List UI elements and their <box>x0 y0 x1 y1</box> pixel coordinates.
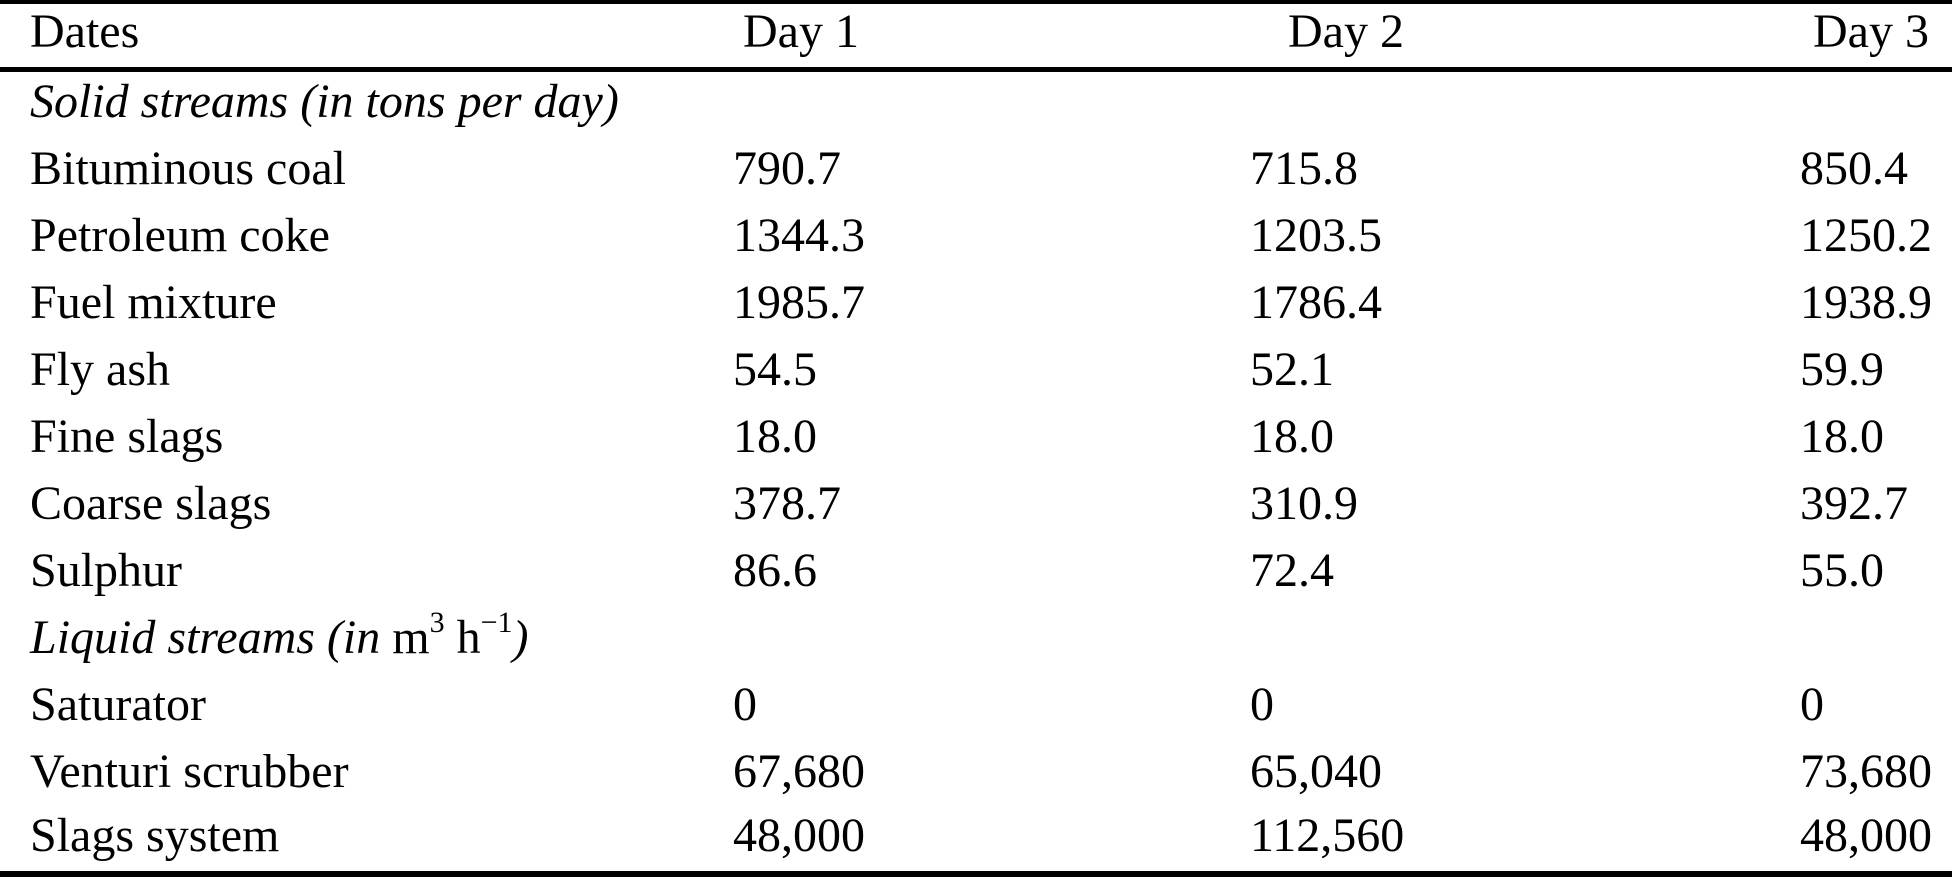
unit-m: m <box>392 610 430 664</box>
solid-streams-section-title: Solid streams (in tons per day) <box>30 74 619 128</box>
row-label: Sulphur <box>30 543 183 597</box>
row-label: Venturi scrubber <box>30 744 349 798</box>
header-day2: Day 2 <box>1250 2 1800 72</box>
value-day3: 48,000 <box>1800 808 1932 862</box>
value-day1: 1344.3 <box>733 208 865 262</box>
fly-ash-row: Fly ash 54.5 52.1 59.9 <box>0 338 1952 405</box>
value-day2: 18.0 <box>1250 409 1334 463</box>
petroleum-coke-row: Petroleum coke 1344.3 1203.5 1250.2 <box>0 204 1952 271</box>
value-day2: 310.9 <box>1250 476 1358 530</box>
row-label: Fine slags <box>30 409 224 463</box>
unit-m-exponent: 3 <box>429 605 445 639</box>
section-label-solid-streams: Solid streams (in tons per day) <box>0 70 1952 137</box>
value-day2: 0 <box>1250 677 1274 731</box>
row-label: Bituminous coal <box>30 141 346 195</box>
value-day2: 65,040 <box>1250 744 1382 798</box>
fuel-mixture-row: Fuel mixture 1985.7 1786.4 1938.9 <box>0 271 1952 338</box>
value-day1: 67,680 <box>733 744 865 798</box>
fine-slags-row: Fine slags 18.0 18.0 18.0 <box>0 405 1952 472</box>
value-day3: 0 <box>1800 677 1824 731</box>
table-header-row: Dates Day 1 Day 2 Day 3 <box>0 2 1952 72</box>
section-row-liquid-streams: Liquid streams (in m3 h−1) <box>0 606 1952 673</box>
saturator-row: Saturator 0 0 0 <box>0 673 1952 740</box>
value-day2: 112,560 <box>1250 808 1405 862</box>
row-label: Fuel mixture <box>30 275 277 329</box>
value-day1: 54.5 <box>733 342 817 396</box>
value-day1: 86.6 <box>733 543 817 597</box>
row-label: Slags system <box>30 808 280 862</box>
venturi-scrubber-row: Venturi scrubber 67,680 65,040 73,680 <box>0 740 1952 807</box>
value-day3: 73,680 <box>1800 744 1932 798</box>
value-day3: 392.7 <box>1800 476 1908 530</box>
value-day2: 1786.4 <box>1250 275 1382 329</box>
value-day1: 48,000 <box>733 808 865 862</box>
value-day1: 378.7 <box>733 476 841 530</box>
value-day3: 55.0 <box>1800 543 1884 597</box>
liquid-streams-section-suffix: ) <box>512 610 529 664</box>
value-day2: 1203.5 <box>1250 208 1382 262</box>
value-day1: 790.7 <box>733 141 841 195</box>
value-day1: 1985.7 <box>733 275 865 329</box>
unit-h-exponent: −1 <box>480 605 513 639</box>
header-day1: Day 1 <box>733 2 1250 72</box>
row-label: Fly ash <box>30 342 171 396</box>
value-day3: 1938.9 <box>1800 275 1932 329</box>
value-day3: 18.0 <box>1800 409 1884 463</box>
row-label: Saturator <box>30 677 206 731</box>
value-day2: 715.8 <box>1250 141 1358 195</box>
value-day1: 0 <box>733 677 757 731</box>
header-day3: Day 3 <box>1800 2 1952 72</box>
header-dates: Dates <box>0 2 733 72</box>
section-row-solid-streams: Solid streams (in tons per day) <box>0 70 1952 137</box>
value-day3: 850.4 <box>1800 141 1908 195</box>
slags-system-row: Slags system 48,000 112,560 48,000 <box>0 807 1952 874</box>
row-label: Coarse slags <box>30 476 272 530</box>
value-day1: 18.0 <box>733 409 817 463</box>
value-day3: 1250.2 <box>1800 208 1932 262</box>
section-label-liquid-streams: Liquid streams (in m3 h−1) <box>0 606 1952 673</box>
value-day2: 72.4 <box>1250 543 1334 597</box>
unit-h: h <box>444 610 481 664</box>
coarse-slags-row: Coarse slags 378.7 310.9 392.7 <box>0 472 1952 539</box>
sulphur-row: Sulphur 86.6 72.4 55.0 <box>0 539 1952 606</box>
bituminous-coal-row: Bituminous coal 790.7 715.8 850.4 <box>0 137 1952 204</box>
row-label: Petroleum coke <box>30 208 330 262</box>
value-day2: 52.1 <box>1250 342 1334 396</box>
liquid-streams-section-prefix: Liquid streams (in <box>30 610 393 664</box>
value-day3: 59.9 <box>1800 342 1884 396</box>
